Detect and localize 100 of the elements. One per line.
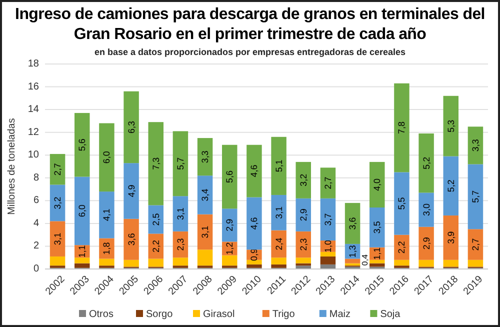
bar [197,250,213,266]
data-label: 2,7 [470,238,480,251]
bar [222,208,238,242]
data-label: 1,0 [322,240,333,252]
legend-label: Soja [380,309,401,320]
bar [246,197,262,250]
bar [320,256,336,264]
data-label: 6,0 [102,151,112,164]
data-label: 2,3 [175,238,186,251]
bar [246,260,262,264]
data-label: 3,6 [348,217,358,230]
data-label: 2,9 [421,237,432,250]
bar [99,192,114,238]
data-label: 5,7 [175,157,186,170]
y-tick-label: 10 [28,150,40,161]
data-label: 4,6 [249,217,260,230]
bar [296,198,311,232]
bar [344,202,360,244]
data-label: 4,0 [372,178,382,191]
bar [468,164,484,230]
bar [271,194,286,230]
bar [418,226,434,260]
data-label: 3,2 [298,174,308,186]
data-label: 5,2 [421,156,432,170]
bar [320,198,336,241]
bar [394,234,410,260]
data-label: 2,2 [150,240,161,252]
bar [74,263,90,268]
bar [370,260,385,264]
y-tick-label: 0 [33,264,40,274]
data-label: 6,0 [77,204,88,218]
chart-title: Ingreso de camiones para descarga de granos en terminales del Gran Rosario en el primer trimestre de cada año [15,6,485,43]
data-label: 5,1 [274,160,284,172]
bar [418,133,434,193]
data-label: 2,9 [298,208,308,222]
data-label: 4,1 [102,208,112,222]
data-label: 2,7 [52,163,63,176]
bar [172,196,188,232]
bar [296,258,311,264]
data-label: 3,5 [372,221,382,234]
legend-label: Sorgo [146,309,174,320]
bar [74,112,90,177]
data-label: 5,2 [446,180,456,192]
bar [50,184,66,222]
y-tick-label: 8 [33,172,40,184]
y-tick-label: 12 [28,126,40,138]
bar [271,264,286,268]
legend-label: Girasol [203,309,235,320]
bar [124,260,139,267]
y-axis-title: Millones de toneladas [6,118,18,215]
bar [370,208,385,248]
data-label: 1,1 [77,245,88,258]
bar [418,260,434,267]
bar [222,255,238,266]
data-label: 3,4 [200,188,210,202]
data-label: 3,1 [175,208,186,220]
bar [443,215,458,260]
legend-label: Otros [89,309,114,320]
y-tick-label: 18 [28,58,40,70]
data-label: 2,7 [322,176,333,190]
data-label: 2,5 [150,213,161,226]
data-label: 5,7 [470,190,480,203]
bar [172,131,188,196]
bar [344,258,360,264]
data-label: 7,3 [150,157,161,170]
bar [320,168,336,198]
data-label: 3,9 [446,231,456,244]
y-tick-label: 14 [28,104,40,116]
bar [197,214,213,250]
bar [394,172,410,235]
data-label: 3,7 [322,213,333,226]
bar [74,176,90,246]
data-label: 2,2 [396,241,407,254]
bar [99,123,114,192]
bar [124,218,139,260]
legend-label: Trigo [272,309,296,320]
data-label: 3,3 [470,139,480,152]
bar [468,260,484,267]
data-label: 4,6 [249,164,260,178]
bar [148,234,164,259]
bar [172,258,188,266]
bar [246,144,262,198]
data-label: 2,4 [274,238,284,250]
bar [246,264,262,268]
data-label: 3,6 [126,233,136,246]
y-tick-label: 6 [33,195,40,206]
data-label: 2,9 [224,218,235,232]
bar [443,156,458,216]
data-label: 0,4 [360,254,370,266]
bar [296,162,311,198]
data-label: 3,1 [200,226,210,238]
y-tick-label: 2 [33,240,40,252]
data-label: 5,6 [77,138,88,152]
data-label: 3,0 [421,204,432,216]
bar [468,229,484,260]
bar [320,252,336,256]
data-label: 3,1 [52,232,63,246]
data-label: 3,3 [200,150,210,164]
bar [124,91,139,164]
data-label: 3,2 [52,196,63,210]
